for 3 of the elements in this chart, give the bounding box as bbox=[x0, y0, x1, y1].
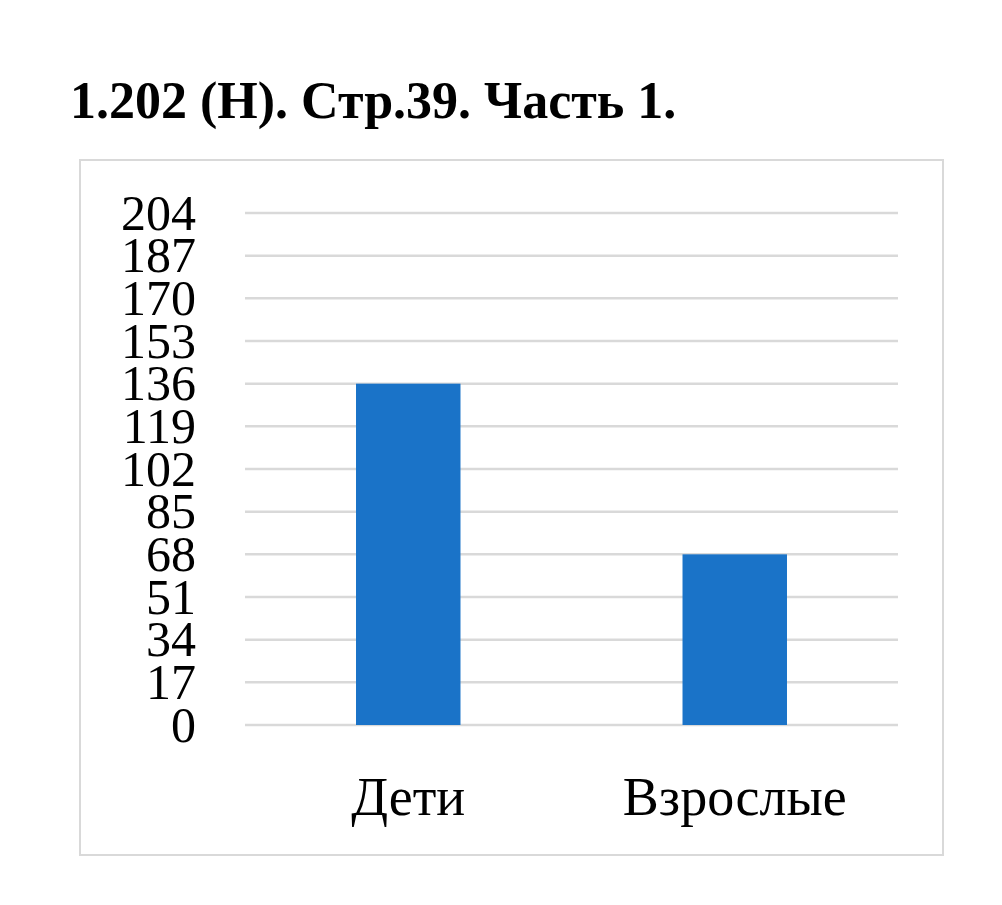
x-tick-label: Взрослые bbox=[622, 767, 847, 827]
chart-title: 1.202 (Н). Стр.39. Часть 1. bbox=[70, 72, 677, 130]
x-tick-label: Дети bbox=[351, 767, 466, 827]
